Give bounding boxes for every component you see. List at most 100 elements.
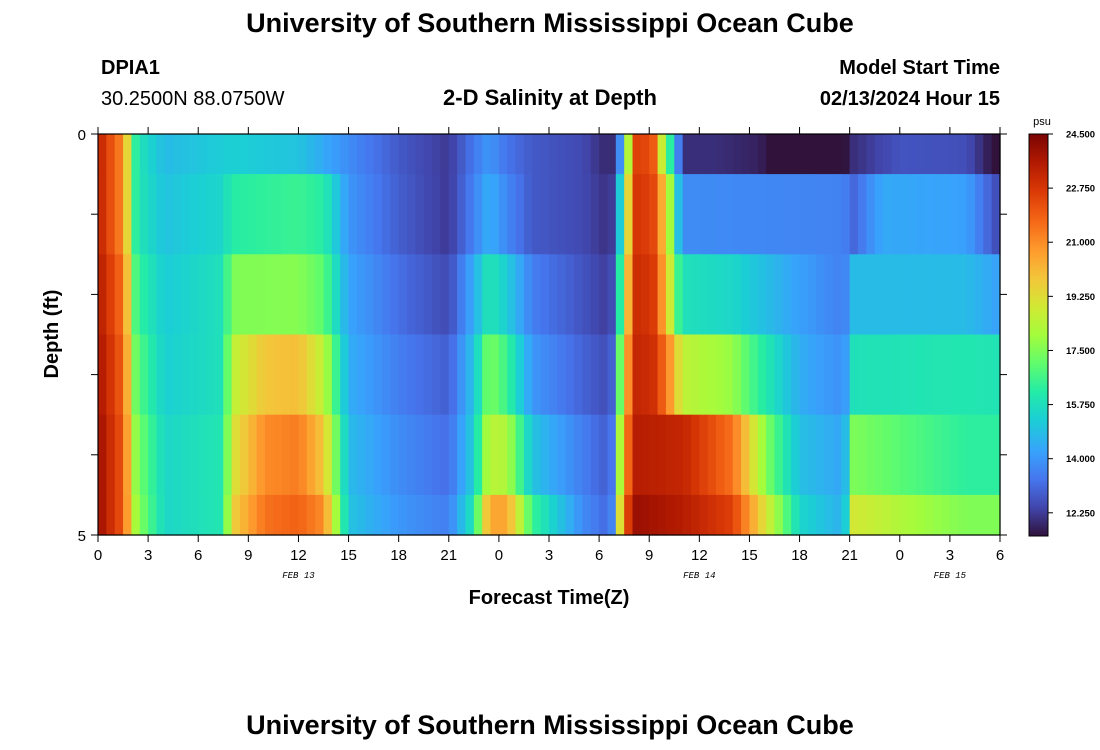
heatmap-cell xyxy=(256,254,266,336)
heatmap-cell xyxy=(958,494,968,536)
heatmap-cell xyxy=(323,174,333,255)
heatmap-cell xyxy=(958,414,968,496)
heatmap-cell xyxy=(106,134,116,175)
heatmap-cell xyxy=(582,414,592,496)
heatmap-cell xyxy=(365,494,375,536)
heatmap-cell xyxy=(640,414,650,496)
heatmap-cell xyxy=(306,174,316,255)
colorbar-tick-label: 19.250 xyxy=(1066,292,1095,303)
heatmap-cell xyxy=(799,414,809,496)
heatmap-cell xyxy=(482,414,492,496)
heatmap-cell xyxy=(924,134,934,175)
heatmap-cell xyxy=(540,174,550,255)
heatmap-cell xyxy=(749,174,759,255)
heatmap-cell xyxy=(799,334,809,416)
heatmap-cell xyxy=(832,174,842,255)
heatmap-cell xyxy=(281,494,291,536)
heatmap-cell xyxy=(974,414,984,496)
heatmap-cell xyxy=(707,494,717,536)
heatmap-cell xyxy=(532,254,542,336)
heatmap-cell xyxy=(649,254,659,336)
heatmap-cell xyxy=(874,494,884,536)
heatmap-cell xyxy=(632,334,642,416)
heatmap-cell xyxy=(457,134,467,175)
heatmap-cell xyxy=(164,494,174,536)
heatmap-cell xyxy=(348,134,358,175)
heatmap-cell xyxy=(557,494,567,536)
heatmap-cell xyxy=(874,174,884,255)
heatmap-cell xyxy=(273,414,283,496)
heatmap-cell xyxy=(774,254,784,336)
heatmap-cell xyxy=(640,494,650,536)
heatmap-cell xyxy=(557,334,567,416)
heatmap-cell xyxy=(607,254,617,336)
heatmap-cell xyxy=(649,414,659,496)
heatmap-cell xyxy=(858,494,867,536)
heatmap-cell xyxy=(832,494,842,536)
heatmap-cell xyxy=(707,134,717,175)
heatmap-cell xyxy=(256,414,266,496)
heatmap-cell xyxy=(181,334,191,416)
heatmap-cell xyxy=(799,174,809,255)
heatmap-cell xyxy=(164,174,174,255)
heatmap-cell xyxy=(390,254,400,336)
heatmap-cell xyxy=(206,134,216,175)
heatmap-cell xyxy=(782,254,792,336)
heatmap-cell xyxy=(640,174,650,255)
heatmap-cell xyxy=(256,174,266,255)
heatmap-cell xyxy=(540,254,550,336)
y-tick-label: 5 xyxy=(78,528,86,545)
heatmap-cell xyxy=(682,174,692,255)
heatmap-cell xyxy=(574,414,584,496)
heatmap-cell xyxy=(791,334,801,416)
heatmap-cell xyxy=(298,174,308,255)
heatmap-cell xyxy=(148,134,158,175)
heatmap-cell xyxy=(231,494,241,536)
heatmap-cell xyxy=(707,414,717,496)
heatmap-cell xyxy=(916,494,926,536)
heatmap-cell xyxy=(340,494,350,536)
heatmap-cell xyxy=(824,334,834,416)
heatmap-cell xyxy=(674,254,684,336)
heatmap-cell xyxy=(206,174,216,255)
colorbar-tick-label: 24.500 xyxy=(1066,130,1095,141)
heatmap-cell xyxy=(273,174,283,255)
heatmap-cell xyxy=(507,174,517,255)
heatmap-cell xyxy=(582,174,592,255)
heatmap-cell xyxy=(540,334,550,416)
heatmap-cell xyxy=(849,414,859,496)
heatmap-cell xyxy=(398,334,408,416)
heatmap-cell xyxy=(340,334,350,416)
heatmap-cell xyxy=(565,414,575,496)
heatmap-cell xyxy=(908,494,918,536)
heatmap-cell xyxy=(841,134,851,175)
heatmap-cell xyxy=(590,334,600,416)
plot-title: 2-D Salinity at Depth xyxy=(443,85,657,110)
heatmap-cell xyxy=(590,134,600,175)
heatmap-cell xyxy=(189,134,199,175)
heatmap-cell xyxy=(874,254,884,336)
heatmap-cell xyxy=(432,494,442,536)
heatmap-cell xyxy=(757,414,767,496)
heatmap-cell xyxy=(791,134,801,175)
heatmap-cell xyxy=(415,334,425,416)
heatmap-cell xyxy=(849,334,859,416)
heatmap-cell xyxy=(766,334,776,416)
heatmap-cell xyxy=(473,174,483,255)
heatmap-cell xyxy=(590,414,600,496)
heatmap-cell xyxy=(223,134,233,175)
heatmap-cell xyxy=(933,254,943,336)
heatmap-cell xyxy=(991,494,1001,536)
heatmap-cell xyxy=(841,254,851,336)
heatmap-cell xyxy=(858,134,867,175)
heatmap-cell xyxy=(883,254,893,336)
heatmap-cell xyxy=(974,174,984,255)
heatmap-cell xyxy=(832,334,842,416)
y-axis-ticks: 05 xyxy=(78,127,1007,545)
heatmap-cell xyxy=(574,254,584,336)
x-tick-label: 3 xyxy=(545,547,553,564)
heatmap-cell xyxy=(98,254,107,336)
heatmap-cell xyxy=(398,134,408,175)
heatmap-cell xyxy=(340,134,350,175)
heatmap-cell xyxy=(891,174,901,255)
